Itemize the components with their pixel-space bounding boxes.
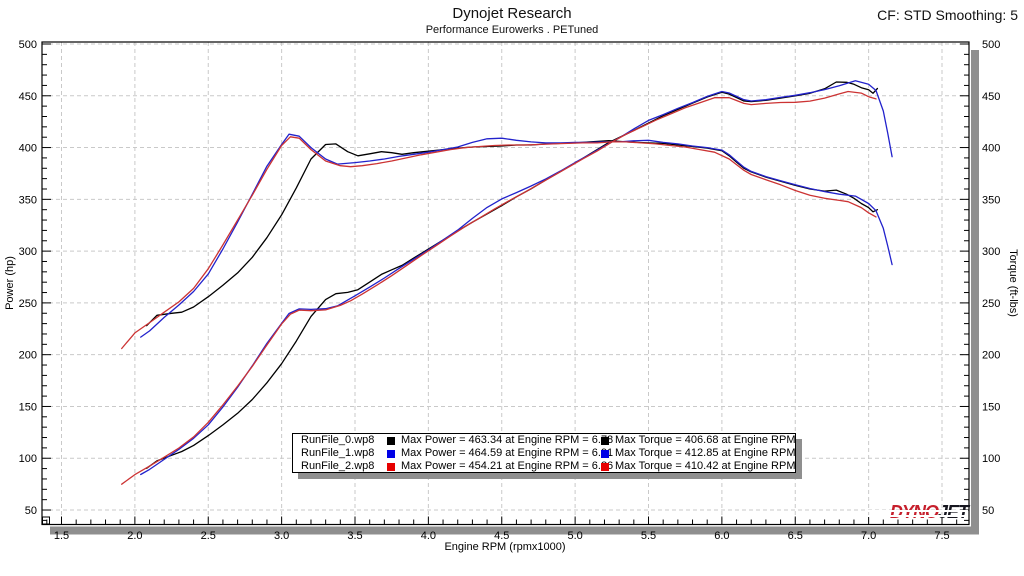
correction-smoothing-label: CF: STD Smoothing: 5	[877, 7, 1018, 23]
rpm-tick-label: 2.0	[127, 530, 142, 542]
plot-shadow-bottom	[50, 526, 979, 535]
legend-max-power: Max Power = 463.34 at Engine RPM = 6.78	[401, 434, 614, 446]
power-tick-label: 500	[19, 39, 37, 51]
rpm-tick-label: 5.0	[567, 530, 582, 542]
legend-run-file: RunFile_1.wp8	[301, 447, 375, 459]
legend-max-torque: Max Torque = 406.68 at Engine RPM = 5.23	[615, 434, 796, 446]
dynojet-logo: DYNOJET	[868, 502, 969, 522]
torque-axis-title: Torque (ft-lbs)	[1007, 249, 1019, 317]
torque-tick-label: 50	[982, 505, 994, 517]
page-title: Dynojet Research	[452, 5, 572, 22]
legend-max-power: Max Power = 464.59 at Engine RPM = 6.91	[401, 447, 614, 459]
torque-tick-label: 350	[982, 194, 1000, 206]
axis-tick-labels: 50 50 100 100 150 150 200 200 250 250 300 300 350 350…	[19, 39, 1001, 542]
rpm-tick-label: 5.5	[641, 530, 656, 542]
legend-row-2: RunFile_2.wp8 Max Power = 454.21 at Engin…	[293, 460, 796, 472]
power-tick-label: 50	[25, 505, 37, 517]
legend-power-swatch-icon	[387, 462, 395, 471]
legend-torque-swatch-icon	[601, 436, 609, 445]
run-legend: RunFile_0.wp8 Max Power = 463.34 at Engin…	[292, 433, 796, 473]
plot-shadow-right	[971, 50, 979, 533]
run-curves	[121, 80, 893, 485]
logo-stripe-icon	[868, 510, 968, 512]
torque-tick-label: 400	[982, 143, 1000, 155]
torque-tick-label: 450	[982, 91, 1000, 103]
legend-torque-swatch-icon	[601, 449, 609, 458]
legend-row-0: RunFile_0.wp8 Max Power = 463.34 at Engin…	[293, 434, 795, 447]
torque-tick-label: 150	[982, 401, 1000, 413]
power-tick-label: 450	[19, 91, 37, 103]
power-axis-title: Power (hp)	[4, 256, 16, 310]
torque-tick-label: 200	[982, 350, 1000, 362]
torque-tick-label: 100	[982, 453, 1000, 465]
legend-run-file: RunFile_0.wp8	[301, 434, 375, 446]
rpm-tick-label: 7.5	[934, 530, 949, 542]
torque-tick-label: 250	[982, 298, 1000, 310]
power-curve-RunFile_2.wp8	[121, 90, 877, 485]
rpm-tick-label: 7.0	[861, 530, 876, 542]
rpm-tick-label: 3.5	[347, 530, 362, 542]
dynojet-logo-jet: JET	[937, 502, 969, 522]
dynojet-logo-dyno: DYNO	[889, 502, 939, 522]
power-tick-label: 150	[19, 401, 37, 413]
legend-run-file: RunFile_2.wp8	[301, 460, 375, 472]
legend-power-swatch-icon	[387, 449, 395, 458]
torque-tick-label: 300	[982, 246, 1000, 258]
axis-ticks	[42, 43, 969, 525]
rpm-axis-title: Engine RPM (rpmx1000)	[444, 541, 566, 553]
legend-row-1: RunFile_1.wp8 Max Power = 464.59 at Engin…	[293, 447, 795, 460]
power-tick-label: 100	[19, 453, 37, 465]
legend-power-swatch-icon	[387, 436, 395, 445]
page-subtitle: Performance Eurowerks . PETuned	[425, 24, 599, 36]
power-tick-label: 400	[19, 143, 37, 155]
rpm-tick-label: 6.0	[714, 530, 729, 542]
legend-max-power: Max Power = 454.21 at Engine RPM = 6.86	[401, 460, 614, 472]
legend-torque-swatch-icon	[601, 462, 609, 471]
torque-curve-RunFile_1.wp8	[140, 133, 893, 338]
power-tick-label: 250	[19, 298, 37, 310]
rpm-tick-label: 2.5	[201, 530, 216, 542]
plot-frame	[41, 41, 970, 526]
torque-tick-label: 500	[982, 39, 1000, 51]
rpm-tick-label: 4.0	[421, 530, 436, 542]
power-tick-label: 350	[19, 194, 37, 206]
rpm-tick-label: 6.5	[788, 530, 803, 542]
power-tick-label: 200	[19, 350, 37, 362]
logo-stripe-icon	[868, 515, 968, 517]
legend-max-torque: Max Torque = 410.42 at Engine RPM = 3.06	[615, 460, 796, 472]
rpm-tick-label: 3.0	[274, 530, 289, 542]
power-tick-label: 300	[19, 246, 37, 258]
legend-max-torque: Max Torque = 412.85 at Engine RPM = 3.05	[615, 447, 796, 459]
torque-curve-RunFile_2.wp8	[121, 136, 877, 350]
rpm-tick-label: 1.5	[54, 530, 69, 542]
rpm-tick-label: 4.5	[494, 530, 509, 542]
